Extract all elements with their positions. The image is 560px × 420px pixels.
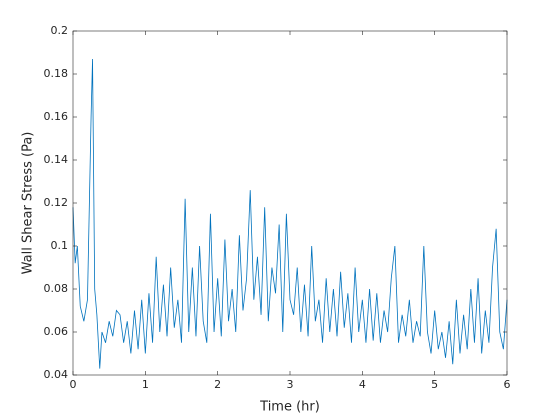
y-tick-label: 0.18 xyxy=(44,67,69,80)
y-tick-label: 0.08 xyxy=(44,282,69,295)
x-tick-label: 4 xyxy=(359,378,366,391)
x-tick-label: 5 xyxy=(431,378,438,391)
x-tick-label: 2 xyxy=(214,378,221,391)
data-line xyxy=(72,58,508,369)
x-tick-label: 0 xyxy=(70,378,77,391)
y-tick-label: 0.12 xyxy=(44,196,69,209)
y-tick-label: 0.1 xyxy=(51,239,69,252)
y-tick-label: 0.2 xyxy=(51,24,69,37)
x-tick-label: 1 xyxy=(142,378,149,391)
y-tick-label: 0.14 xyxy=(44,153,69,166)
y-tick-label: 0.16 xyxy=(44,110,69,123)
x-tick-label: 3 xyxy=(287,378,294,391)
y-axis-label: Wall Shear Stress (Pa) xyxy=(21,132,36,275)
x-axis-label: Time (hr) xyxy=(259,400,320,415)
y-tick-label: 0.06 xyxy=(44,325,69,338)
x-tick-label: 6 xyxy=(504,378,511,391)
y-tick-label: 0.04 xyxy=(44,368,69,381)
